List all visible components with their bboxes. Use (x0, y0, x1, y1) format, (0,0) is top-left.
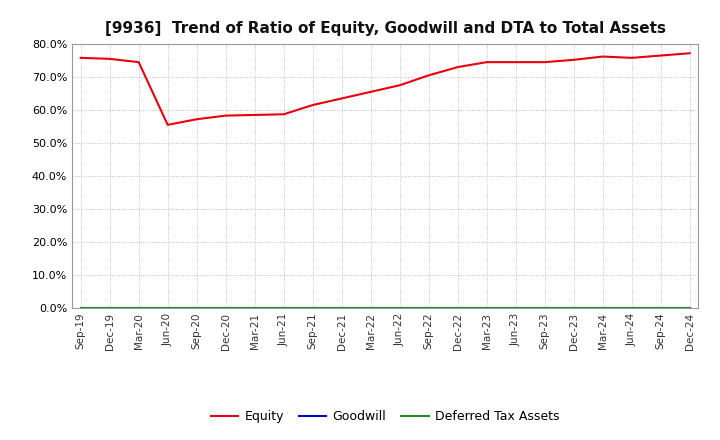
Goodwill (366, 305, 375, 311)
Equity (279, 112, 288, 117)
Goodwill (482, 305, 491, 311)
Goodwill (424, 305, 433, 311)
Deferred Tax Assets (279, 305, 288, 311)
Goodwill (570, 305, 578, 311)
Equity (454, 64, 462, 70)
Deferred Tax Assets (424, 305, 433, 311)
Deferred Tax Assets (685, 305, 694, 311)
Equity (163, 122, 172, 128)
Deferred Tax Assets (135, 305, 143, 311)
Equity (76, 55, 85, 60)
Deferred Tax Assets (308, 305, 317, 311)
Equity (627, 55, 636, 60)
Deferred Tax Assets (251, 305, 259, 311)
Deferred Tax Assets (598, 305, 607, 311)
Deferred Tax Assets (76, 305, 85, 311)
Deferred Tax Assets (454, 305, 462, 311)
Deferred Tax Assets (541, 305, 549, 311)
Goodwill (105, 305, 114, 311)
Equity (482, 59, 491, 65)
Equity (424, 73, 433, 78)
Legend: Equity, Goodwill, Deferred Tax Assets: Equity, Goodwill, Deferred Tax Assets (206, 406, 564, 429)
Deferred Tax Assets (221, 305, 230, 311)
Equity (395, 83, 404, 88)
Deferred Tax Assets (163, 305, 172, 311)
Equity (366, 89, 375, 95)
Goodwill (279, 305, 288, 311)
Deferred Tax Assets (482, 305, 491, 311)
Equity (541, 59, 549, 65)
Goodwill (338, 305, 346, 311)
Equity (251, 112, 259, 117)
Goodwill (627, 305, 636, 311)
Equity (570, 57, 578, 62)
Equity (308, 103, 317, 108)
Goodwill (454, 305, 462, 311)
Deferred Tax Assets (511, 305, 520, 311)
Goodwill (598, 305, 607, 311)
Deferred Tax Assets (105, 305, 114, 311)
Goodwill (685, 305, 694, 311)
Goodwill (192, 305, 201, 311)
Equity (511, 59, 520, 65)
Deferred Tax Assets (338, 305, 346, 311)
Goodwill (135, 305, 143, 311)
Deferred Tax Assets (657, 305, 665, 311)
Goodwill (308, 305, 317, 311)
Equity (221, 113, 230, 118)
Equity (598, 54, 607, 59)
Equity (135, 59, 143, 65)
Goodwill (76, 305, 85, 311)
Title: [9936]  Trend of Ratio of Equity, Goodwill and DTA to Total Assets: [9936] Trend of Ratio of Equity, Goodwil… (104, 21, 666, 36)
Equity (105, 56, 114, 62)
Goodwill (395, 305, 404, 311)
Goodwill (541, 305, 549, 311)
Goodwill (511, 305, 520, 311)
Goodwill (163, 305, 172, 311)
Line: Equity: Equity (81, 53, 690, 125)
Equity (338, 96, 346, 101)
Equity (657, 53, 665, 58)
Goodwill (251, 305, 259, 311)
Equity (685, 51, 694, 56)
Deferred Tax Assets (192, 305, 201, 311)
Deferred Tax Assets (395, 305, 404, 311)
Equity (192, 117, 201, 122)
Goodwill (221, 305, 230, 311)
Deferred Tax Assets (627, 305, 636, 311)
Goodwill (657, 305, 665, 311)
Deferred Tax Assets (366, 305, 375, 311)
Deferred Tax Assets (570, 305, 578, 311)
